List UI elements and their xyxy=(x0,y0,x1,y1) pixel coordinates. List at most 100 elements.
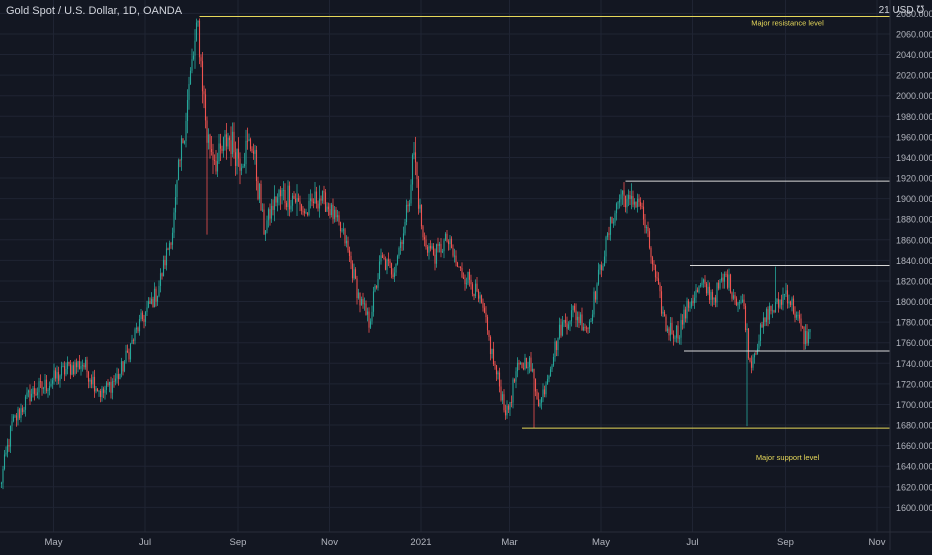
candle-body xyxy=(641,206,643,207)
candle-body xyxy=(183,141,186,144)
candle-body xyxy=(333,209,336,219)
candle-body xyxy=(134,329,136,341)
candle-body xyxy=(621,190,624,195)
y-tick-label: 1860.000 xyxy=(896,235,932,245)
candle-body xyxy=(320,198,322,201)
candle-body xyxy=(221,148,223,151)
candle-body xyxy=(116,373,118,379)
candle-body xyxy=(122,361,124,372)
candle-body xyxy=(683,309,685,325)
candle-body xyxy=(513,379,516,382)
candle-body xyxy=(645,226,648,228)
candle-body xyxy=(255,149,258,181)
candle-body xyxy=(29,390,31,402)
candle-body xyxy=(644,219,646,228)
candle-body xyxy=(225,134,228,147)
candle-body xyxy=(732,295,735,299)
candle-body xyxy=(632,196,634,205)
candle-body xyxy=(99,390,102,398)
candle-body xyxy=(395,263,397,273)
candle-body xyxy=(245,140,247,165)
candle-body xyxy=(747,328,750,359)
candle-body xyxy=(650,247,652,258)
annotation-label: Major resistance level xyxy=(751,19,824,28)
candle-body xyxy=(626,199,628,208)
candle-body xyxy=(692,300,694,304)
candle-body xyxy=(720,277,723,281)
y-tick-label: 2000.000 xyxy=(896,91,932,101)
candle-body xyxy=(780,299,783,305)
candle-body xyxy=(498,372,501,387)
candle-body xyxy=(350,255,352,264)
candle-body xyxy=(537,399,540,407)
candle-body xyxy=(539,402,541,407)
candle-body xyxy=(654,264,657,278)
candle-body xyxy=(306,212,309,215)
candle-body xyxy=(276,197,279,203)
candle-body xyxy=(425,239,427,248)
candle-body xyxy=(135,327,138,330)
candle-body xyxy=(0,482,3,484)
candle-body xyxy=(2,468,4,483)
candle-body xyxy=(300,204,303,211)
candle-body xyxy=(281,190,283,197)
candle-body xyxy=(531,368,534,372)
candle-body xyxy=(294,198,297,203)
candle-body xyxy=(738,302,741,303)
candle-body xyxy=(524,357,526,370)
candle-body xyxy=(740,301,742,303)
x-tick-label: May xyxy=(592,537,610,548)
candle-body xyxy=(378,261,381,280)
y-tick-label: 1600.000 xyxy=(896,503,932,513)
candle-body xyxy=(561,321,564,336)
candle-body xyxy=(708,286,711,300)
y-tick-label: 1840.000 xyxy=(896,256,932,266)
candle-body xyxy=(386,259,388,270)
candle-body xyxy=(563,320,565,322)
candle-body xyxy=(438,243,441,246)
candle-body xyxy=(551,365,553,370)
candle-body xyxy=(663,311,666,317)
currency-label[interactable]: 21 USD ℧ xyxy=(878,5,924,16)
candle-body xyxy=(182,138,184,144)
candle-body xyxy=(797,314,799,316)
candle-body xyxy=(240,167,243,171)
y-tick-label: 1880.000 xyxy=(896,215,932,225)
candle-body xyxy=(44,379,46,388)
candle-body xyxy=(383,258,385,260)
candle-body xyxy=(477,290,480,299)
candle-body xyxy=(725,273,727,275)
candle-body xyxy=(291,195,294,206)
candle-body xyxy=(669,322,672,336)
candle-body xyxy=(746,328,748,331)
candle-body xyxy=(719,280,721,289)
candle-body xyxy=(188,84,190,100)
candle-body xyxy=(317,203,319,209)
candle-body xyxy=(17,409,19,421)
candle-body xyxy=(27,390,30,393)
candle-body xyxy=(735,298,738,306)
candle-body xyxy=(366,311,369,315)
time-axis[interactable]: May Jul Sep Nov 2021 Mar May Jul Sep Nov xyxy=(45,537,886,548)
y-tick-label: 1760.000 xyxy=(896,338,932,348)
candle-body xyxy=(344,229,346,244)
candle-body xyxy=(704,279,706,284)
candle-body xyxy=(204,94,207,121)
candle-body xyxy=(792,298,795,314)
candle-body xyxy=(437,244,439,246)
candle-body xyxy=(533,368,535,379)
candle-body xyxy=(494,364,496,366)
candle-body xyxy=(164,259,166,266)
candle-body xyxy=(252,151,255,154)
candle-body xyxy=(566,323,568,329)
y-tick-label: 1640.000 xyxy=(896,462,932,472)
candle-body xyxy=(471,284,474,295)
candle-body xyxy=(687,300,690,308)
candle-body xyxy=(651,257,654,265)
candle-body xyxy=(504,410,507,416)
price-axis[interactable]: 1600.000 1620.000 1640.000 1660.000 1680.000… xyxy=(896,9,932,513)
candle-body xyxy=(764,317,766,322)
candle-body xyxy=(156,296,159,302)
